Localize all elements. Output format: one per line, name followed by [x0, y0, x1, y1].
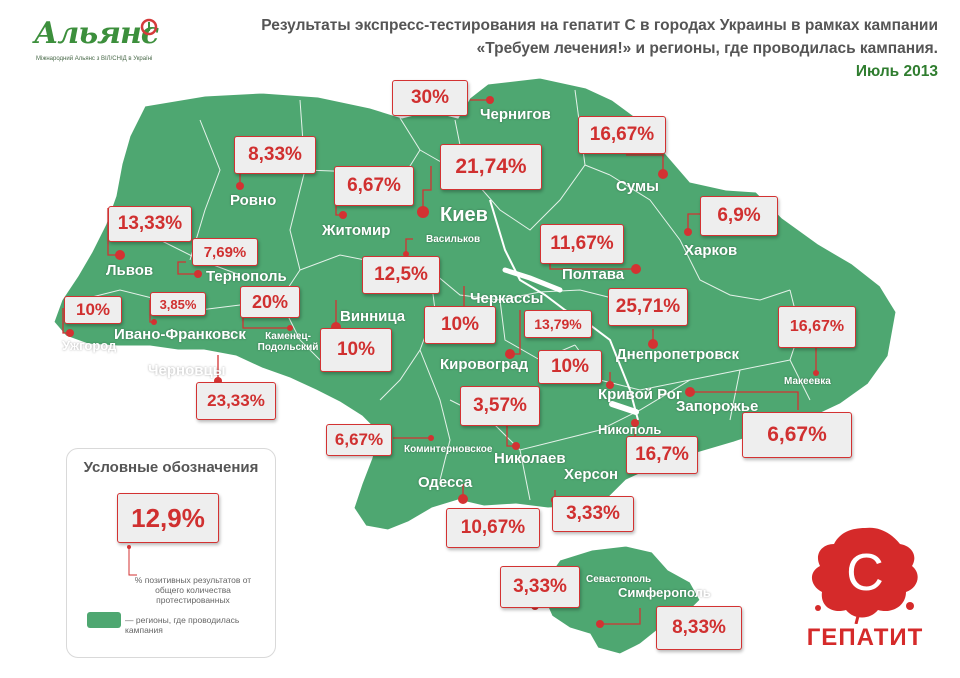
- ternopol-label: Тернополь: [206, 268, 287, 285]
- hepatitis-splash-icon: С: [811, 527, 918, 625]
- legend-title: Условные обозначения: [83, 459, 259, 476]
- chernigov-value: 30%: [392, 80, 468, 116]
- rovno-value: 8,33%: [234, 136, 316, 174]
- zaporozhe-value: 6,67%: [742, 412, 852, 458]
- sumy-value: 16,67%: [578, 116, 666, 154]
- krivoy-value: 10%: [538, 350, 602, 384]
- nikolaev-label: Николаев: [494, 450, 566, 467]
- simferopol-label: Симферополь: [618, 585, 711, 600]
- kamenets-label: Каменец-Подольский: [256, 331, 320, 353]
- uzhgorod-label: Ужгород: [62, 338, 117, 353]
- legend-region-swatch: [87, 612, 121, 628]
- makeevka-value: 16,67%: [778, 306, 856, 348]
- krivoy-label: Кривой Рог: [598, 386, 683, 403]
- hepatitis-c-logo: С ГЕПАТИТ: [800, 520, 930, 660]
- vinnitsa-label: Винница: [340, 308, 406, 325]
- nikolaev-value: 3,57%: [460, 386, 540, 426]
- legend-value-desc: % позитивных результатов от общего колич…: [134, 575, 252, 605]
- sumy-label: Сумы: [616, 178, 659, 195]
- chernovtsy-value: 23,33%: [196, 382, 276, 420]
- lvov-value: 13,33%: [108, 206, 192, 242]
- title-line-2: «Требуем лечения!» и регионы, где провод…: [476, 40, 938, 57]
- kharkov-value: 6,9%: [700, 196, 778, 236]
- kirovograd-value: 13,79%: [524, 310, 592, 338]
- logo-name: Альянс: [34, 16, 159, 51]
- chernigov-label: Чернигов: [480, 106, 551, 123]
- cherkassy-value: 10%: [424, 306, 496, 344]
- city-markers: [66, 96, 819, 628]
- ivano-value: 3,85%: [150, 292, 206, 316]
- hepatitis-word: ГЕПАТИТ: [806, 624, 924, 651]
- legend-sample-value: 12,9%: [117, 493, 219, 543]
- odessa-label: Одесса: [418, 474, 473, 491]
- sevastopol-value: 3,33%: [500, 566, 580, 608]
- kiev-label: Киев: [440, 204, 488, 226]
- vasilkov-label: Васильков: [426, 234, 481, 245]
- zhitomir-value: 6,67%: [334, 166, 414, 206]
- title-line-1: Результаты экспресс-тестирования на гепа…: [261, 17, 938, 34]
- herson-label: Херсон: [564, 466, 619, 483]
- kiev-value: 21,74%: [440, 144, 542, 190]
- rovno-label: Ровно: [230, 192, 277, 209]
- nikopol-value: 16,7%: [626, 436, 698, 474]
- kamenets-label-text: Каменец-Подольский: [257, 331, 319, 353]
- uzhgorod-value: 10%: [64, 296, 122, 324]
- legend-region-desc: — регионы, где проводилась кампания: [125, 615, 240, 635]
- vasilkov-value: 12,5%: [362, 256, 440, 294]
- kominternovskoe-label: Коминтерновское: [404, 444, 493, 455]
- makeevka-label: Макеевка: [784, 376, 831, 387]
- cherkassy-label: Черкассы: [470, 290, 544, 307]
- odessa-value: 10,67%: [446, 508, 540, 548]
- alliance-logo: Альянс Міжнародний Альянс з ВІЛ/СНІД в У…: [34, 16, 164, 72]
- vinnitsa-value: 10%: [320, 328, 392, 372]
- simferopol-value: 8,33%: [656, 606, 742, 650]
- ternopol-value: 7,69%: [192, 238, 258, 266]
- herson-value: 3,33%: [552, 496, 634, 532]
- dnepr-value: 25,71%: [608, 288, 688, 326]
- map-legend: Условные обозначения 12,9% % позитивных …: [66, 448, 276, 658]
- logo-subtitle: Міжнародний Альянс з ВІЛ/СНІД в Україні: [36, 56, 153, 62]
- map-title: Результаты экспресс-тестирования на гепа…: [198, 14, 938, 83]
- poltava-label: Полтава: [562, 266, 625, 283]
- hep-letter: С: [846, 544, 884, 602]
- kamenets-value: 20%: [240, 286, 300, 318]
- nikopol-label: Никополь: [598, 422, 662, 437]
- lvov-label: Львов: [106, 262, 154, 279]
- legend-leader: [127, 545, 137, 576]
- ivano-label: Ивано-Франковск: [114, 326, 246, 343]
- zaporozhe-label: Запорожье: [676, 398, 759, 415]
- title-date: Июль 2013: [855, 63, 938, 80]
- dnepr-label: Днепропетровск: [616, 346, 740, 363]
- zhitomir-label: Житомир: [322, 222, 391, 239]
- poltava-value: 11,67%: [540, 224, 624, 264]
- logo-ribbon-icon: [140, 18, 158, 36]
- kominternovskoe-value: 6,67%: [326, 424, 392, 456]
- kirovograd-label: Кировоград: [440, 356, 529, 373]
- kharkov-label: Харков: [684, 242, 738, 259]
- sevastopol-label: Севастополь: [586, 574, 652, 585]
- chernovtsy-label: Черновцы: [148, 362, 226, 379]
